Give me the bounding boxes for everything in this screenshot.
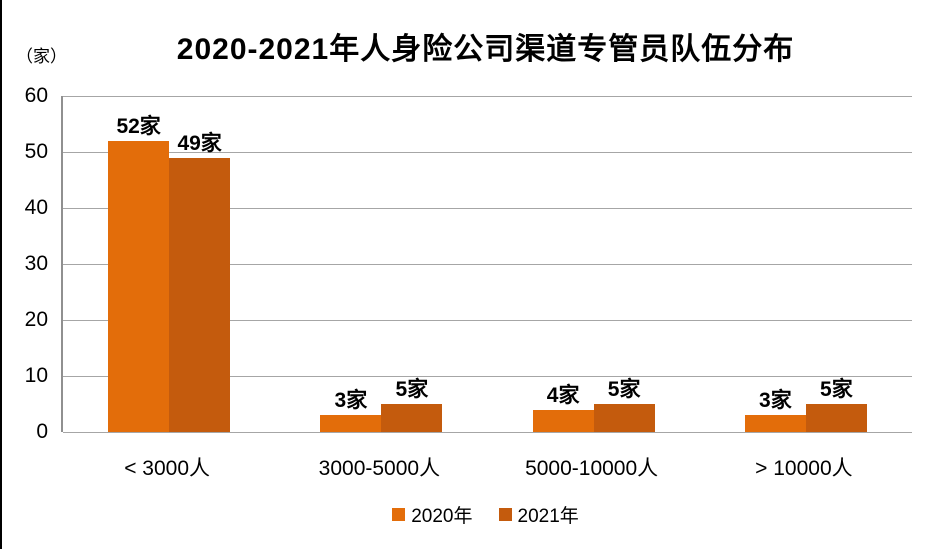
plot-area: 52家 49家 3家 5家 4家 5家 3家 5家 bbox=[61, 96, 912, 433]
y-tick-label-0: 0 bbox=[36, 420, 48, 443]
y-tick-label-10: 10 bbox=[24, 364, 48, 387]
y-tick-label-50: 50 bbox=[24, 140, 48, 163]
bar-label-2021年-3: 5家 bbox=[820, 378, 853, 401]
y-tick-label-60: 60 bbox=[24, 84, 48, 107]
bar-label-2020年-3: 3家 bbox=[759, 389, 792, 413]
x-axis-category-labels: < 3000人 3000-5000人 5000-10000人 > 10000人 bbox=[61, 452, 910, 482]
x-tick-label-3: > 10000人 bbox=[755, 457, 853, 480]
y-tick-label-30: 30 bbox=[24, 252, 48, 275]
bar-2020年-3 bbox=[744, 415, 806, 432]
legend-item-2021年: 2021年 bbox=[498, 501, 579, 528]
x-tick-label-1: 3000-5000人 bbox=[318, 457, 441, 480]
gridline-10 bbox=[63, 376, 912, 377]
bar-label-2021年-1: 5家 bbox=[395, 378, 429, 401]
bar-2021年-0 bbox=[169, 157, 231, 432]
legend-label-2020年: 2020年 bbox=[411, 506, 473, 527]
legend-swatch-2020年 bbox=[392, 508, 406, 521]
y-axis-unit-label: （家） bbox=[16, 47, 67, 66]
bar-label-2021年-2: 5家 bbox=[607, 378, 641, 401]
y-tick-label-20: 20 bbox=[24, 308, 48, 331]
gridline-50 bbox=[63, 152, 912, 153]
bar-2020年-0 bbox=[108, 140, 170, 432]
y-axis-tick-labels: 0 10 20 30 40 50 60 bbox=[2, 85, 48, 443]
y-tick-label-40: 40 bbox=[24, 196, 48, 219]
gridline-40 bbox=[63, 208, 912, 209]
bar-2021年-1 bbox=[381, 404, 443, 432]
x-tick-label-2: 5000-10000人 bbox=[525, 457, 659, 480]
legend-swatch-2021年 bbox=[498, 508, 512, 521]
legend-item-2020年: 2020年 bbox=[392, 501, 473, 528]
bar-label-2020年-0: 52家 bbox=[116, 114, 161, 138]
x-tick-label-0: < 3000人 bbox=[124, 457, 211, 480]
bar-label-2020年-2: 4家 bbox=[546, 383, 580, 407]
chart-title: 2020-2021年人身险公司渠道专管员队伍分布 bbox=[176, 33, 795, 66]
bar-2020年-1 bbox=[320, 415, 382, 432]
legend: 2020年 2021年 bbox=[61, 501, 910, 528]
bar-label-2020年-1: 3家 bbox=[334, 389, 368, 413]
bar-2020年-2 bbox=[532, 409, 594, 432]
gridline-30 bbox=[63, 264, 912, 265]
legend-label-2021年: 2021年 bbox=[517, 506, 579, 527]
gridline-60 bbox=[63, 96, 912, 97]
bar-label-2021年-0: 49家 bbox=[177, 131, 222, 155]
bar-2021年-3 bbox=[805, 404, 867, 432]
gridline-20 bbox=[63, 320, 912, 321]
bar-2021年-2 bbox=[593, 404, 655, 432]
gridline-0 bbox=[63, 432, 912, 433]
